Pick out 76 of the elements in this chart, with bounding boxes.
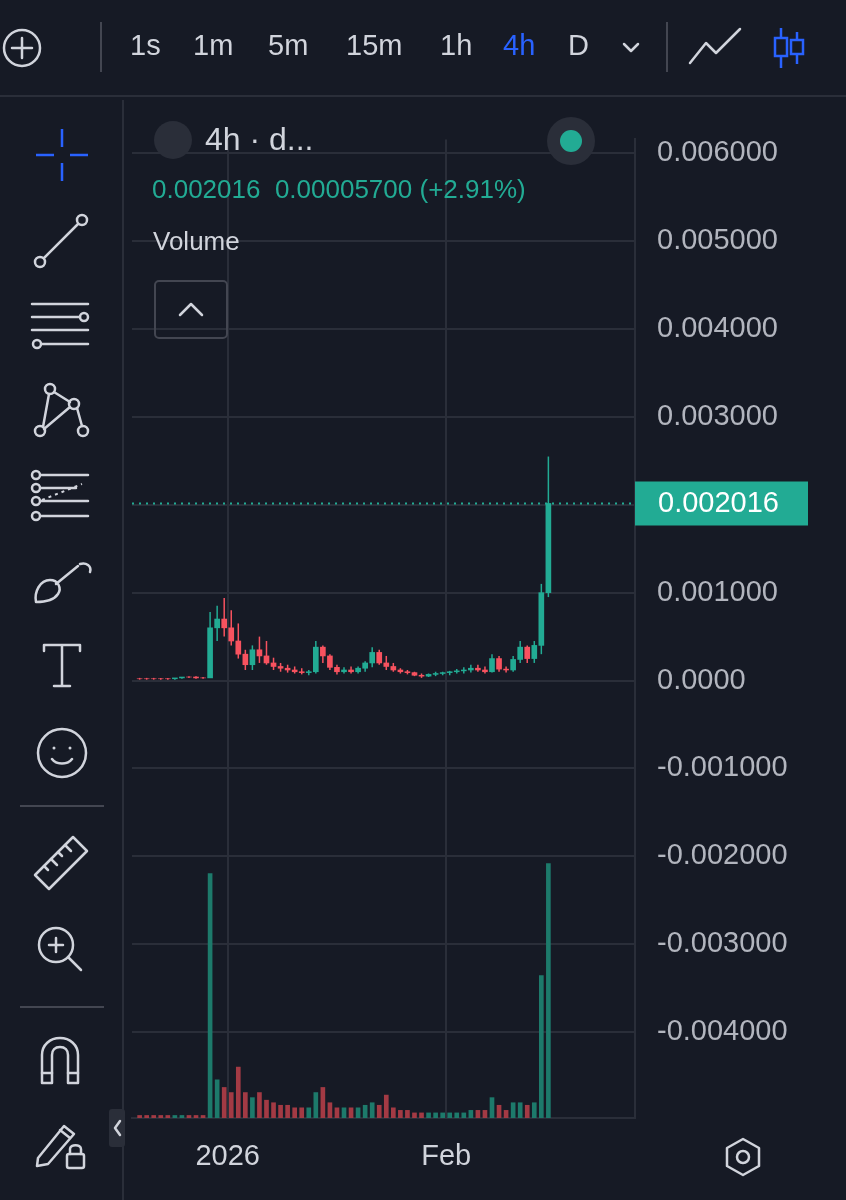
- bar: [271, 1102, 276, 1118]
- candlestick: [235, 622, 242, 660]
- chart-title: 4h · d...: [205, 121, 314, 158]
- y-tick-label: 0.004000: [657, 311, 778, 344]
- bar: [419, 1112, 424, 1118]
- bar: [235, 1066, 241, 1118]
- bar: [151, 1115, 157, 1118]
- bar: [137, 1115, 142, 1118]
- bar: [539, 975, 544, 1118]
- bar: [531, 1102, 537, 1118]
- bar: [292, 1107, 298, 1118]
- text: 4h: [503, 29, 536, 62]
- bar: [398, 1110, 403, 1118]
- bar: [278, 1104, 283, 1118]
- bar: [412, 1112, 417, 1118]
- bar: [306, 1107, 312, 1118]
- y-tick-label: -0.001000: [657, 750, 788, 783]
- bar: [405, 1110, 410, 1118]
- bar: [461, 1112, 467, 1118]
- bar: [313, 1092, 319, 1118]
- bar: [250, 1097, 255, 1118]
- bar: [454, 1112, 460, 1118]
- bar: [369, 1102, 375, 1118]
- y-tick-label: 0.001000: [657, 574, 778, 607]
- candlestick: [256, 635, 263, 664]
- bar: [334, 1107, 340, 1118]
- bar: [299, 1107, 305, 1118]
- bar: [165, 1115, 171, 1118]
- bar: [158, 1115, 164, 1118]
- bar: [383, 1094, 389, 1118]
- bar: [341, 1107, 347, 1118]
- x-tick-label: Feb: [421, 1139, 472, 1172]
- text: 15m: [346, 29, 403, 62]
- text: 1h: [440, 29, 473, 62]
- bar: [440, 1112, 445, 1118]
- text: 1m: [193, 29, 234, 62]
- bar: [221, 1087, 227, 1118]
- text: 1s: [130, 29, 161, 62]
- bar: [186, 1115, 192, 1118]
- bar: [228, 1092, 234, 1118]
- bar: [376, 1104, 382, 1118]
- y-tick-label: -0.003000: [657, 926, 788, 959]
- bar: [447, 1112, 453, 1118]
- bar: [546, 863, 551, 1118]
- bar: [348, 1107, 354, 1118]
- text: 0.002016 0.00005700 (+2.91%): [152, 174, 526, 205]
- text: 5m: [268, 29, 309, 62]
- bar: [285, 1104, 290, 1118]
- ref-line-label: 0.002016: [658, 486, 779, 519]
- y-tick-label: -0.002000: [657, 838, 788, 871]
- bar: [391, 1107, 396, 1118]
- annotation: Volume: [153, 226, 240, 257]
- candlestick: [249, 644, 256, 671]
- bar: [257, 1092, 262, 1118]
- bar: [426, 1112, 431, 1118]
- bar: [517, 1102, 523, 1118]
- bar: [179, 1115, 185, 1118]
- y-tick-label: 0.003000: [657, 398, 778, 431]
- bar: [200, 1115, 206, 1118]
- candlestick: [531, 640, 538, 664]
- bar: [172, 1115, 178, 1118]
- y-tick-label: -0.004000: [657, 1013, 788, 1046]
- bar: [264, 1099, 269, 1118]
- y-tick-label: 0.005000: [657, 223, 778, 256]
- y-tick-label: 0.006000: [657, 135, 778, 168]
- bar: [433, 1112, 438, 1118]
- bar: [144, 1115, 150, 1118]
- text: D: [568, 29, 589, 62]
- y-tick-label: 0.0000: [657, 662, 746, 695]
- bar: [524, 1104, 530, 1118]
- candlestick: [489, 653, 495, 674]
- candlestick: [369, 646, 376, 669]
- x-tick-label: 2026: [195, 1139, 260, 1172]
- bar: [355, 1107, 361, 1118]
- bar: [243, 1092, 248, 1118]
- bar: [193, 1115, 199, 1118]
